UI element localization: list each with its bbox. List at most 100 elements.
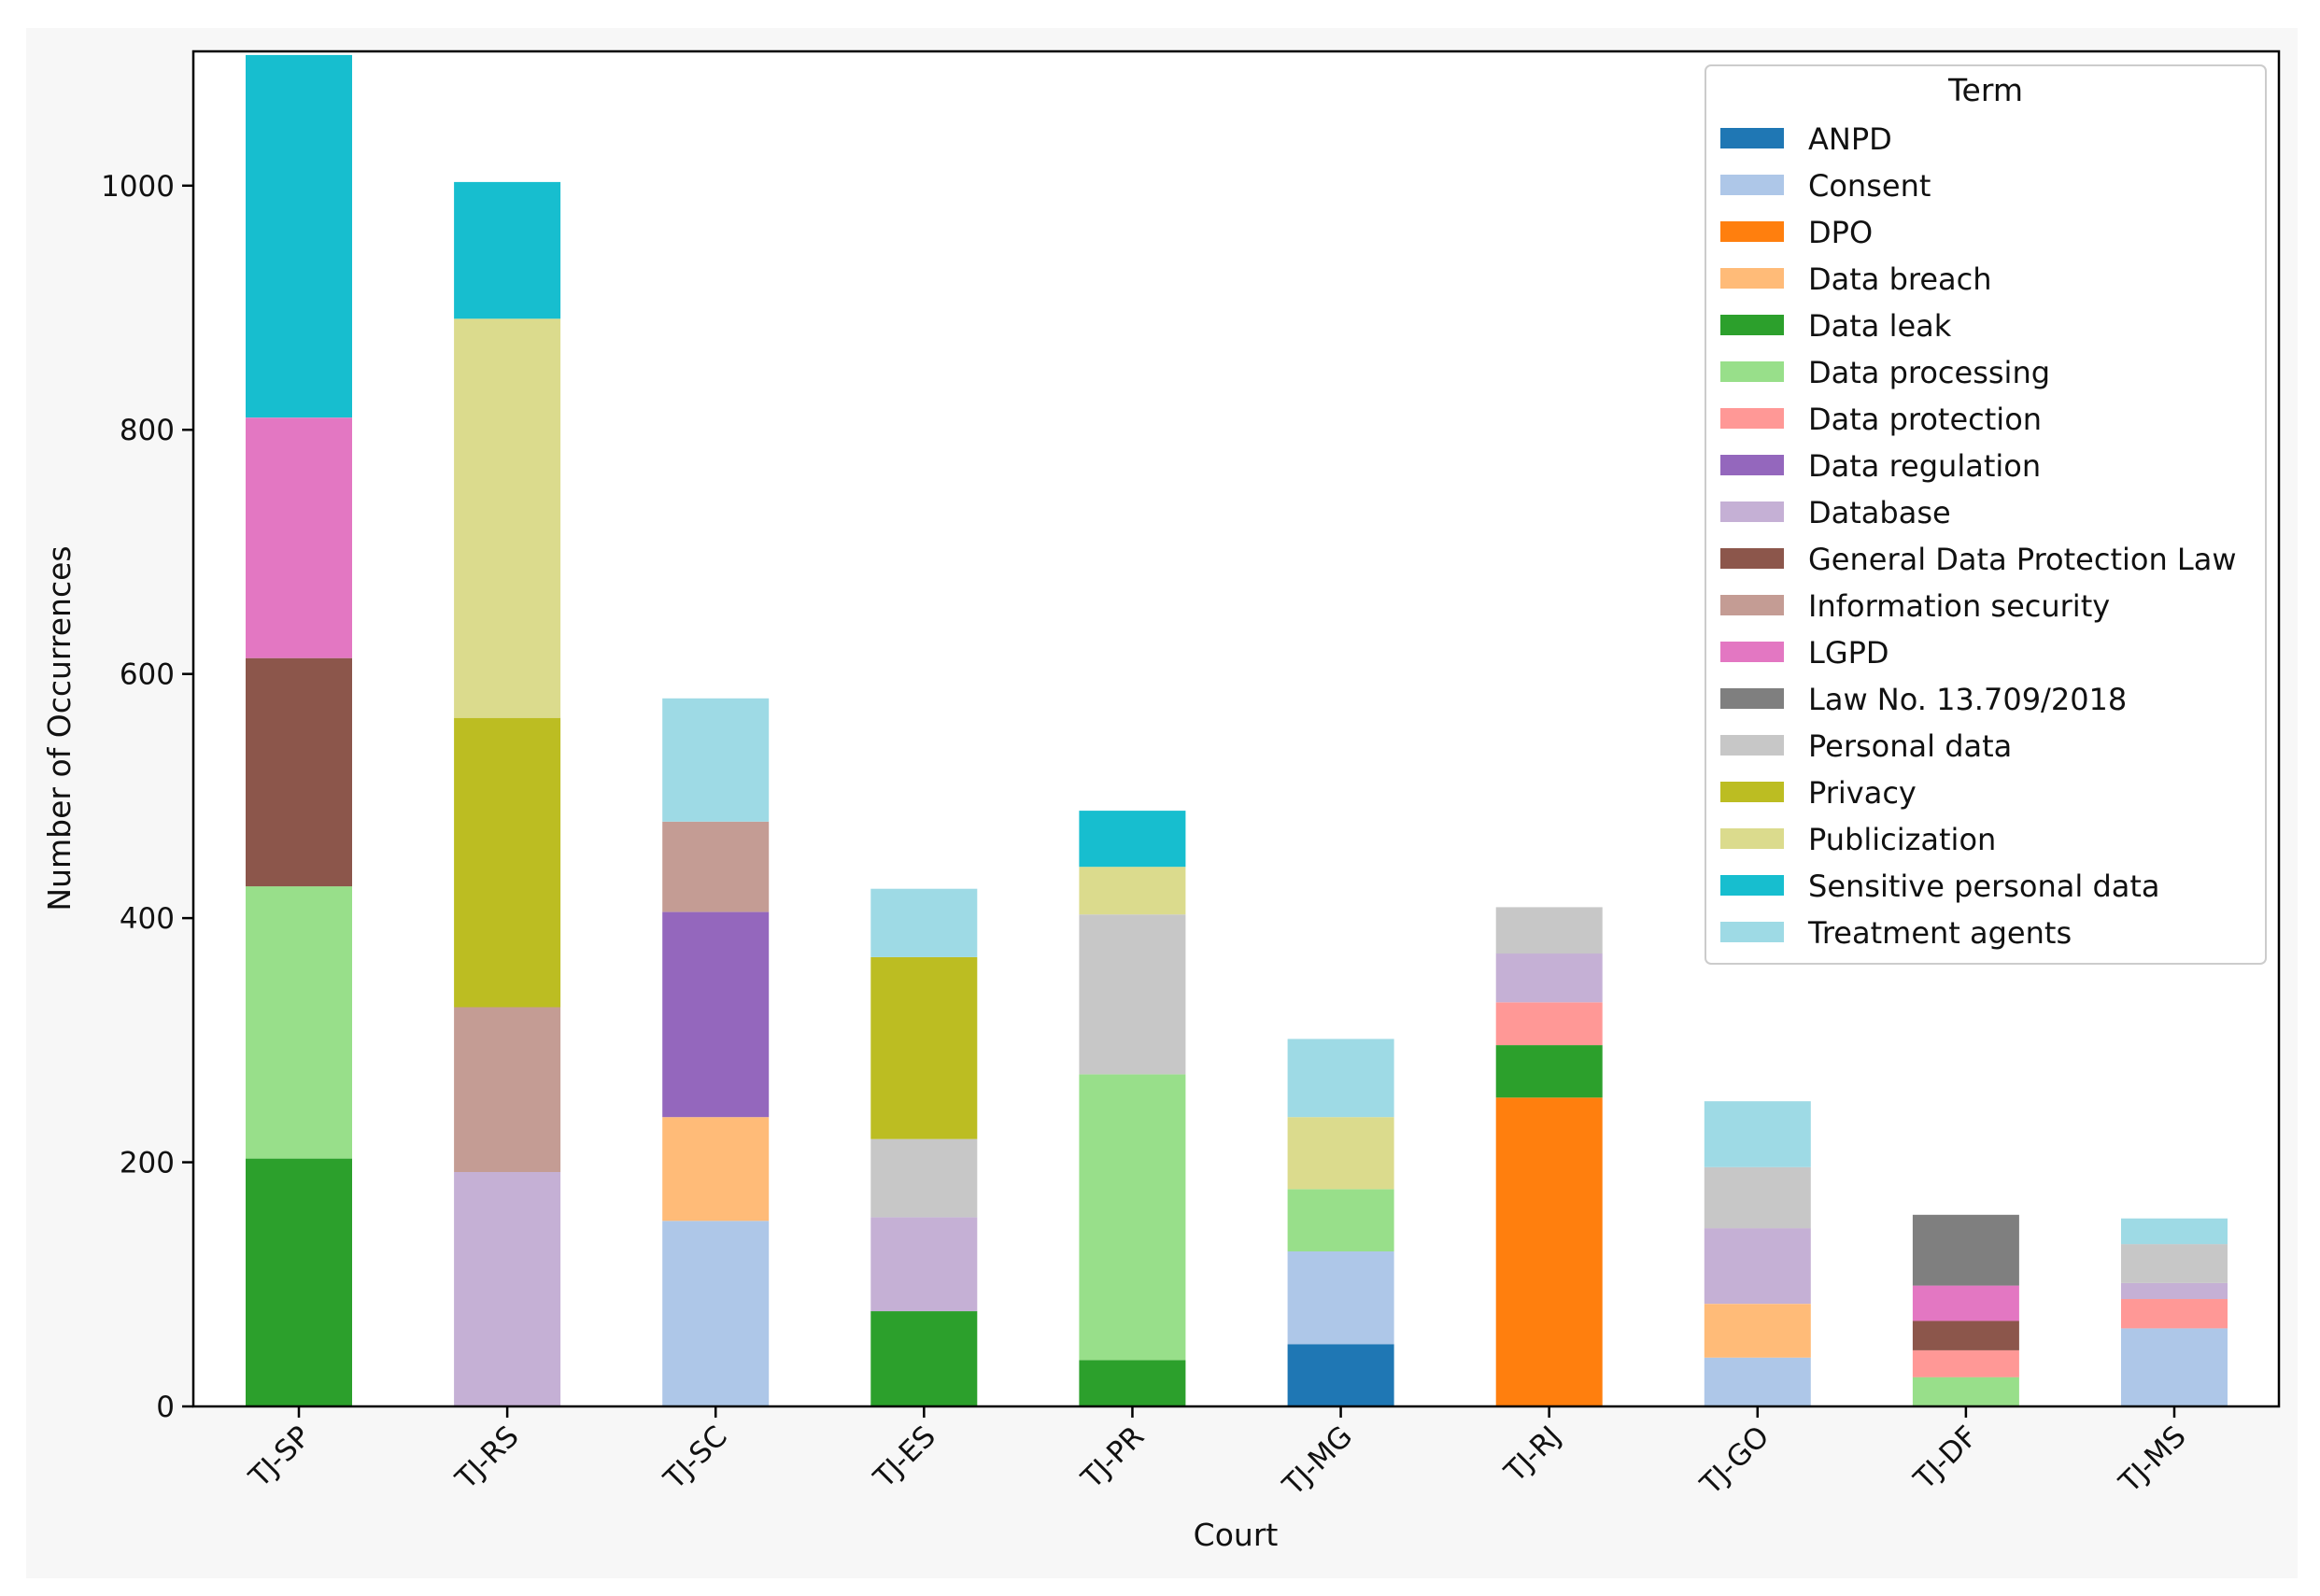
bar-tj-mg-anpd bbox=[1287, 1344, 1394, 1406]
legend-swatch bbox=[1720, 408, 1784, 429]
bar-stack-tj-sc bbox=[662, 698, 770, 1406]
legend-entry-privacy: Privacy bbox=[1720, 775, 1917, 811]
legend-label: Privacy bbox=[1808, 775, 1917, 811]
legend-swatch bbox=[1720, 221, 1784, 242]
bar-stack-tj-df bbox=[1912, 1214, 2019, 1406]
legend-swatch bbox=[1720, 595, 1784, 615]
bar-tj-mg-treatment-agents bbox=[1287, 1038, 1394, 1118]
bar-tj-sc-data-breach bbox=[662, 1117, 770, 1222]
bar-tj-pr-personal-data bbox=[1079, 914, 1186, 1075]
legend-entry-sensitive-personal-data: Sensitive personal data bbox=[1720, 869, 2160, 904]
bar-tj-pr-data-processing bbox=[1079, 1074, 1186, 1361]
x-tick-label-tj-sc: TJ-SC bbox=[658, 1419, 734, 1496]
legend-entry-lgpd: LGPD bbox=[1720, 635, 1889, 671]
bar-tj-sp-sensitive-personal-data bbox=[246, 54, 352, 418]
y-tick-label: 1000 bbox=[101, 170, 175, 204]
legend-entry-treatment-agents: Treatment agents bbox=[1720, 915, 2072, 951]
y-tick-label: 800 bbox=[120, 414, 175, 447]
bar-tj-sp-data-leak bbox=[246, 1158, 352, 1406]
legend-swatch bbox=[1720, 175, 1784, 195]
axes-frame bbox=[191, 49, 2281, 1408]
legend-entry-personal-data: Personal data bbox=[1720, 728, 2012, 764]
x-axis: TJ-SP TJ-RS TJ-SC TJ-ES TJ-PR TJ-MG TJ-RJ TJ-GO… bbox=[242, 1406, 2193, 1503]
bar-tj-rs-sensitive-personal-data bbox=[454, 181, 561, 319]
bar-stack-tj-es bbox=[870, 888, 978, 1406]
y-tick-label: 600 bbox=[120, 658, 175, 692]
legend-label: General Data Protection Law bbox=[1808, 542, 2237, 577]
legend-swatch bbox=[1720, 922, 1784, 942]
bar-tj-pr-data-leak bbox=[1079, 1360, 1186, 1406]
bar-tj-pr-publicization bbox=[1079, 867, 1186, 915]
y-tick-label: 400 bbox=[120, 902, 175, 936]
legend-entry-data-protection: Data protection bbox=[1720, 402, 2042, 437]
bar-stack-tj-rs bbox=[454, 181, 561, 1406]
legend-entry-publicization: Publicization bbox=[1720, 822, 1996, 857]
bar-tj-go-consent bbox=[1704, 1357, 1811, 1406]
bar-tj-rs-publicization bbox=[454, 318, 561, 718]
bar-stack-tj-mg bbox=[1287, 1038, 1394, 1406]
bar-tj-es-privacy bbox=[870, 956, 978, 1139]
bar-tj-mg-data-processing bbox=[1287, 1189, 1394, 1251]
y-axis-label: Number of Occurrences bbox=[41, 545, 78, 911]
legend-entry-database: Database bbox=[1720, 495, 1951, 530]
legend-swatch bbox=[1720, 548, 1784, 569]
legend-entry-law-no-13-709-2018: Law No. 13.709/2018 bbox=[1720, 682, 2127, 717]
legend-swatch bbox=[1720, 782, 1784, 802]
x-tick-label-tj-df: TJ-DF bbox=[1907, 1419, 1985, 1497]
legend-label: Treatment agents bbox=[1807, 915, 2072, 951]
bar-stack-tj-rj bbox=[1495, 907, 1603, 1406]
y-tick-label: 0 bbox=[156, 1391, 175, 1424]
x-axis-label: Court bbox=[1194, 1517, 1279, 1553]
x-tick-label-tj-sp: TJ-SP bbox=[242, 1419, 317, 1494]
bar-tj-sc-treatment-agents bbox=[662, 698, 770, 822]
bar-stack-tj-sp bbox=[246, 54, 352, 1406]
legend-label: Personal data bbox=[1808, 728, 2012, 764]
bar-tj-es-data-leak bbox=[870, 1311, 978, 1406]
bar-tj-sp-data-processing bbox=[246, 886, 352, 1159]
bar-stack-tj-go bbox=[1704, 1101, 1811, 1406]
legend-entry-data-regulation: Data regulation bbox=[1720, 448, 2041, 484]
bar-tj-mg-publicization bbox=[1287, 1117, 1394, 1190]
legend-swatch bbox=[1720, 455, 1784, 475]
bar-tj-pr-sensitive-personal-data bbox=[1079, 811, 1186, 868]
legend-swatch bbox=[1720, 361, 1784, 382]
legend-entry-consent: Consent bbox=[1720, 168, 1931, 204]
legend-label: Database bbox=[1808, 495, 1951, 530]
bar-tj-rs-database bbox=[454, 1172, 561, 1406]
bar-tj-es-personal-data bbox=[870, 1138, 978, 1218]
bar-tj-sp-lgpd bbox=[246, 417, 352, 658]
legend-label: DPO bbox=[1808, 215, 1873, 250]
legend-entry-data-processing: Data processing bbox=[1720, 355, 2050, 390]
legend-swatch bbox=[1720, 501, 1784, 522]
legend-entry-anpd: ANPD bbox=[1720, 121, 1892, 157]
x-tick-label-tj-rj: TJ-RJ bbox=[1497, 1419, 1567, 1490]
bar-tj-go-database bbox=[1704, 1228, 1811, 1305]
legend-swatch bbox=[1720, 315, 1784, 335]
legend-entry-data-breach: Data breach bbox=[1720, 261, 1992, 297]
bar-tj-sc-information-security bbox=[662, 821, 770, 912]
legend-entry-information-security: Information security bbox=[1720, 588, 2110, 624]
x-tick-label-tj-ms: TJ-MS bbox=[2113, 1419, 2193, 1500]
bar-tj-df-general-data-protection-law bbox=[1912, 1321, 2019, 1350]
bar-tj-rj-data-leak bbox=[1495, 1045, 1603, 1098]
legend-label: Data leak bbox=[1808, 308, 1952, 344]
bar-tj-go-treatment-agents bbox=[1704, 1101, 1811, 1167]
bar-tj-ms-consent bbox=[2121, 1328, 2228, 1406]
legend-entries: ANPD Consent DPO Data breach Data leak Data p… bbox=[1720, 121, 2237, 951]
legend-label: Data regulation bbox=[1808, 448, 2041, 484]
bar-tj-df-law-no-13-709-2018 bbox=[1912, 1214, 2019, 1286]
x-tick-label-tj-pr: TJ-PR bbox=[1074, 1419, 1151, 1496]
bar-tj-ms-treatment-agents bbox=[2121, 1218, 2228, 1245]
legend-label: ANPD bbox=[1808, 121, 1892, 157]
legend-label: Information security bbox=[1808, 588, 2110, 624]
bar-tj-ms-data-protection bbox=[2121, 1299, 2228, 1329]
bar-tj-df-data-processing bbox=[1912, 1377, 2019, 1406]
legend-label: Data protection bbox=[1808, 402, 2042, 437]
legend-label: Publicization bbox=[1808, 822, 1996, 857]
bar-tj-mg-consent bbox=[1287, 1251, 1394, 1345]
bar-tj-rj-database bbox=[1495, 953, 1603, 1003]
legend-entry-general-data-protection-law: General Data Protection Law bbox=[1720, 542, 2237, 577]
bar-tj-go-data-breach bbox=[1704, 1304, 1811, 1358]
legend-swatch bbox=[1720, 875, 1784, 896]
